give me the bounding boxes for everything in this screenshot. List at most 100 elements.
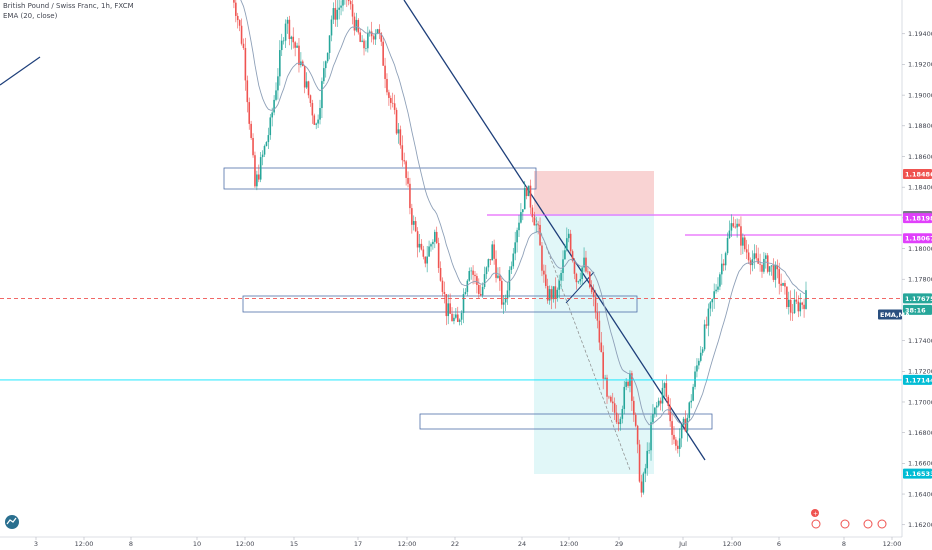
candle-body — [694, 371, 696, 387]
candle-body — [751, 259, 754, 266]
candle-body — [305, 81, 308, 88]
candle-body — [606, 377, 608, 397]
candle-body — [787, 299, 790, 307]
small-trend-line[interactable] — [0, 56, 41, 86]
candle-body — [451, 313, 453, 322]
candle-body — [699, 352, 702, 361]
candle-body — [479, 293, 482, 296]
candle-body — [516, 230, 518, 243]
symbol-title: British Pound / Swiss Franc, 1h, FXCM — [3, 2, 134, 10]
candle-body — [338, 7, 340, 10]
candle-body — [349, 1, 352, 5]
candle-body — [703, 324, 706, 350]
candle-body — [376, 29, 379, 34]
tradingview-logo-icon[interactable] — [5, 515, 19, 529]
horizontal-lines-layer — [0, 297, 902, 381]
candle-body — [426, 256, 428, 264]
time-axis[interactable]: 3 12:00 8 10 12:00 15 17 12:00 22 24 12:00 29 Jul 12:… — [34, 537, 901, 548]
candle-body — [382, 41, 384, 66]
support-box[interactable] — [242, 295, 638, 313]
candle-body — [428, 246, 430, 257]
candle-body — [780, 283, 782, 286]
event-dividend-icon-2[interactable] — [840, 519, 850, 529]
candle-body — [405, 161, 407, 178]
candle-body — [795, 299, 798, 302]
candle-body — [504, 298, 507, 303]
price-axis[interactable]: 1.19400 1.19200 1.19000 1.18800 1.18600 1.184… — [902, 30, 932, 529]
candle-body — [485, 267, 488, 275]
candle-body — [761, 264, 763, 272]
candle-body — [294, 42, 296, 48]
candle-body — [500, 280, 503, 305]
candle-body — [456, 314, 459, 322]
candle-body — [742, 237, 744, 246]
event-dividend-icon-1[interactable] — [811, 519, 821, 529]
supply-zone[interactable] — [534, 171, 654, 214]
candle-body — [441, 280, 444, 292]
candle-body — [311, 103, 314, 116]
candle-body — [395, 109, 398, 134]
candle-body — [558, 280, 560, 290]
candle-body — [512, 253, 515, 267]
candle-body — [437, 243, 440, 268]
candle-body — [279, 50, 281, 77]
candle-body — [613, 403, 616, 413]
candle-body — [546, 285, 549, 301]
candle-body — [726, 238, 729, 254]
candle-body — [435, 231, 438, 244]
main-trend-line[interactable] — [403, 0, 706, 461]
candle-body — [678, 438, 681, 449]
candle-body — [531, 207, 534, 218]
candle-body — [332, 8, 335, 20]
candle-body — [324, 61, 327, 69]
candle-body — [786, 286, 788, 307]
demand-box[interactable] — [419, 413, 713, 430]
candle-body — [455, 314, 457, 318]
price-tag-label: 1.17675 — [905, 295, 932, 303]
price-tag: 38:16 — [903, 304, 932, 315]
candle-body — [355, 19, 358, 31]
candle-body — [684, 418, 687, 432]
candle-body — [416, 231, 419, 248]
candle-body — [508, 269, 511, 291]
candle-body — [642, 473, 645, 493]
candle-body — [541, 245, 543, 271]
candle-body — [667, 396, 670, 406]
x-tick-label: 22 — [451, 540, 459, 548]
candle-body — [491, 244, 494, 261]
candle-body — [412, 221, 415, 225]
candle-body — [256, 174, 258, 187]
event-dividend-icon-4[interactable] — [877, 519, 887, 529]
candle-body — [529, 185, 532, 208]
x-tick-label: 12:00 — [75, 540, 94, 548]
candle-body — [675, 439, 677, 446]
candle-body — [611, 401, 614, 404]
candle-body — [535, 224, 538, 226]
candle-body — [233, 0, 235, 3]
candle-body — [711, 299, 714, 303]
candle-body — [738, 223, 740, 227]
target-zone[interactable] — [534, 214, 654, 474]
candle-body — [290, 36, 293, 39]
candle-body — [805, 290, 807, 309]
candle-body — [422, 249, 425, 257]
candle-body — [636, 425, 639, 445]
candle-body — [367, 32, 369, 49]
candle-body — [617, 422, 620, 425]
candle-body — [390, 97, 392, 103]
candle-body — [717, 286, 719, 290]
candle-body — [462, 293, 465, 313]
event-dividend-icon-3[interactable] — [863, 519, 873, 529]
zones-layer — [223, 167, 713, 474]
event-flag-icon[interactable]: + — [811, 509, 819, 518]
candle-body — [374, 33, 377, 40]
resistance-box[interactable] — [223, 167, 537, 190]
price-tag-label: EMA,MA — [880, 311, 910, 319]
candle-body — [715, 289, 717, 292]
candle-body — [518, 222, 520, 231]
candle-body — [801, 302, 803, 305]
candle-body — [432, 241, 434, 245]
candle-body — [688, 402, 691, 418]
candle-body — [414, 221, 417, 232]
